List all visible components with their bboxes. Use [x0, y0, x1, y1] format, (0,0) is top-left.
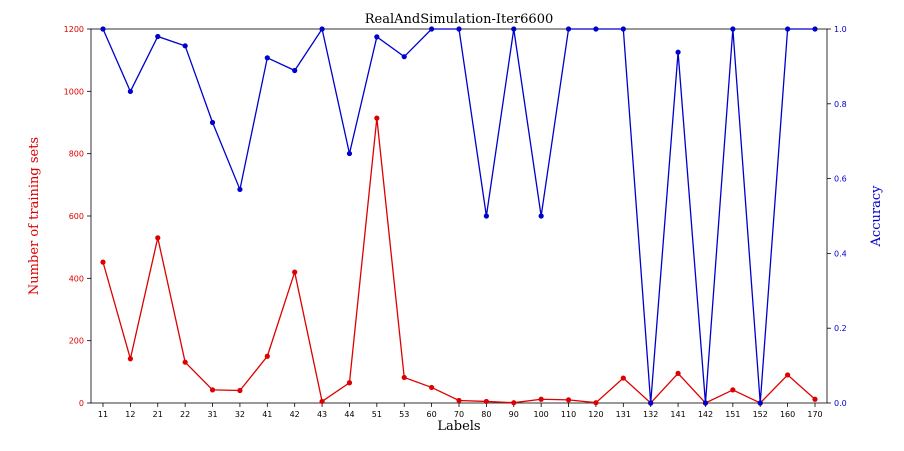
data-point-left: [812, 396, 818, 402]
data-point-left: [511, 400, 517, 406]
x-tick-label: 53: [399, 410, 409, 419]
data-point-left: [264, 353, 270, 359]
x-tick-label: 142: [698, 410, 713, 419]
data-point-right: [648, 400, 654, 406]
data-point-right: [182, 43, 188, 49]
x-tick-label: 41: [262, 410, 272, 419]
data-point-right: [209, 119, 216, 126]
data-point-right: [511, 26, 517, 32]
plot-frame: [90, 28, 828, 404]
data-point-left: [319, 398, 325, 405]
x-tick-label: 22: [180, 410, 190, 419]
data-point-right: [538, 213, 544, 219]
x-tick-label: 152: [753, 410, 768, 419]
data-point-left: [374, 115, 380, 121]
x-tick-label: 170: [807, 410, 822, 419]
y-left-tick-label: 1000: [64, 87, 84, 96]
data-point-left: [237, 387, 243, 394]
data-point-right: [730, 26, 736, 32]
y-left-tick-label: 400: [69, 274, 84, 283]
y-left-tick-label: 0: [79, 399, 84, 408]
data-point-left: [785, 372, 791, 378]
data-point-left: [209, 387, 216, 393]
data-point-right: [100, 26, 106, 32]
data-point-right: [155, 33, 161, 40]
y-right-tick-label: 0.8: [834, 100, 847, 109]
data-point-left: [346, 380, 353, 386]
x-tick-label: 70: [454, 410, 464, 419]
data-point-right: [346, 150, 353, 157]
x-tick-label: 80: [481, 410, 491, 419]
data-point-left: [538, 396, 544, 402]
x-tick-label: 90: [509, 410, 519, 419]
data-point-right: [785, 26, 791, 32]
data-point-left: [675, 370, 681, 376]
series-line-right: [102, 27, 815, 404]
y-left-tick-label: 600: [69, 212, 84, 221]
data-point-right: [812, 26, 818, 32]
x-tick-label: 31: [207, 410, 217, 419]
data-point-left: [565, 397, 572, 403]
x-axis-label: Labels: [437, 419, 480, 434]
x-tick-label: 110: [561, 410, 576, 419]
y-right-tick-label: 0.0: [834, 399, 847, 408]
data-point-right: [429, 26, 435, 32]
x-tick-label: 151: [725, 410, 740, 419]
plot-area: 0 200 400 600 800 1000 1200 0.0 0.2 0.4 0.6 0.8 1.0 1…: [64, 25, 847, 419]
chart-title: RealAndSimulation-Iter6600: [365, 12, 553, 27]
data-point-right: [401, 54, 407, 60]
data-point-left: [730, 387, 736, 393]
data-point-right: [620, 26, 626, 32]
data-point-right: [264, 55, 270, 61]
data-point-left: [620, 375, 626, 381]
y-right-tick-label: 1.0: [834, 25, 847, 34]
data-point-left: [127, 356, 133, 362]
data-point-right: [593, 26, 599, 32]
x-tick-label: 141: [670, 410, 685, 419]
y-left-tick-label: 800: [69, 150, 84, 159]
data-point-left: [100, 259, 106, 265]
data-point-left: [456, 397, 462, 404]
x-tick-label: 42: [290, 410, 300, 419]
data-point-left: [155, 235, 161, 241]
data-point-right: [675, 49, 681, 55]
x-tick-label: 21: [153, 410, 163, 419]
x-tick-label: 32: [235, 410, 245, 419]
y-axis-left-label: Number of training sets: [27, 137, 42, 295]
x-tick-label: 51: [372, 410, 382, 419]
x-tick-label: 120: [588, 410, 603, 419]
data-point-left: [593, 400, 599, 406]
data-point-right: [456, 26, 462, 32]
x-tick-label: 60: [427, 410, 437, 419]
x-tick-label: 12: [125, 410, 135, 419]
data-point-left: [182, 359, 188, 365]
data-point-right: [757, 400, 763, 406]
y-left-tick-label: 1200: [64, 25, 84, 34]
data-point-left: [292, 269, 298, 275]
x-tick-label: 11: [98, 410, 108, 419]
data-point-right: [127, 88, 133, 95]
x-tick-label: 44: [344, 410, 354, 419]
data-point-right: [483, 213, 489, 219]
data-point-right: [565, 26, 572, 32]
data-point-right: [702, 400, 709, 406]
y-right-tick-label: 0.4: [834, 249, 847, 258]
data-point-right: [237, 186, 243, 193]
x-tick-label: 132: [643, 410, 658, 419]
y-right-tick-label: 0.2: [834, 324, 847, 333]
data-point-right: [374, 34, 380, 40]
x-tick-label: 100: [534, 410, 549, 419]
data-point-left: [429, 384, 435, 391]
y-axis-right-label: Accuracy: [869, 185, 884, 248]
y-right-tick-label: 0.6: [834, 175, 847, 184]
data-point-left: [483, 398, 489, 405]
x-tick-label: 131: [616, 410, 631, 419]
x-tick-label: 160: [780, 410, 795, 419]
y-left-tick-label: 200: [69, 337, 84, 346]
data-point-left: [401, 374, 407, 381]
data-point-right: [292, 67, 298, 74]
data-point-right: [319, 26, 325, 32]
x-tick-label: 43: [317, 410, 327, 419]
